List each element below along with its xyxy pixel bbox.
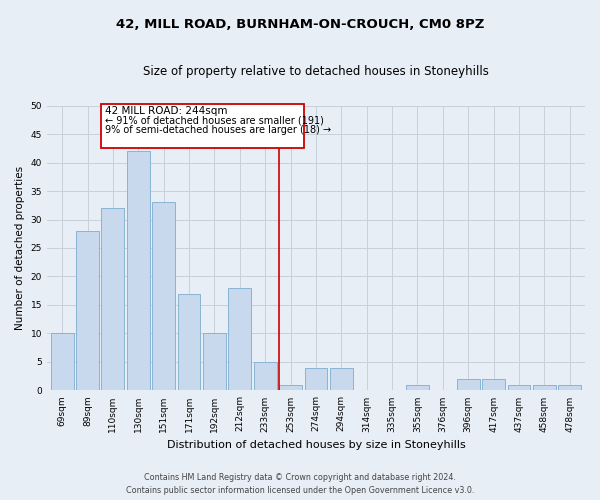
Text: Contains HM Land Registry data © Crown copyright and database right 2024.
Contai: Contains HM Land Registry data © Crown c… (126, 474, 474, 495)
Bar (51, 334, 74, 390)
Bar (254, 362, 277, 390)
Bar (152, 202, 175, 390)
Bar (101, 208, 124, 390)
Text: 42 MILL ROAD: 244sqm: 42 MILL ROAD: 244sqm (105, 106, 228, 117)
Bar (178, 294, 200, 390)
X-axis label: Distribution of detached houses by size in Stoneyhills: Distribution of detached houses by size … (167, 440, 466, 450)
Bar (406, 384, 429, 390)
Title: Size of property relative to detached houses in Stoneyhills: Size of property relative to detached ho… (143, 65, 489, 78)
Bar (559, 384, 581, 390)
Bar (76, 231, 99, 390)
Bar (457, 379, 479, 390)
Text: 42, MILL ROAD, BURNHAM-ON-CROUCH, CM0 8PZ: 42, MILL ROAD, BURNHAM-ON-CROUCH, CM0 8P… (116, 18, 484, 30)
Bar (482, 379, 505, 390)
FancyBboxPatch shape (101, 104, 304, 148)
Text: 9% of semi-detached houses are larger (18) →: 9% of semi-detached houses are larger (1… (105, 126, 331, 136)
Bar (508, 384, 530, 390)
Bar (229, 288, 251, 390)
Bar (203, 334, 226, 390)
Bar (127, 151, 150, 390)
Bar (533, 384, 556, 390)
Bar (330, 368, 353, 390)
Text: ← 91% of detached houses are smaller (191): ← 91% of detached houses are smaller (19… (105, 116, 324, 126)
Y-axis label: Number of detached properties: Number of detached properties (15, 166, 25, 330)
Bar (305, 368, 328, 390)
Bar (279, 384, 302, 390)
